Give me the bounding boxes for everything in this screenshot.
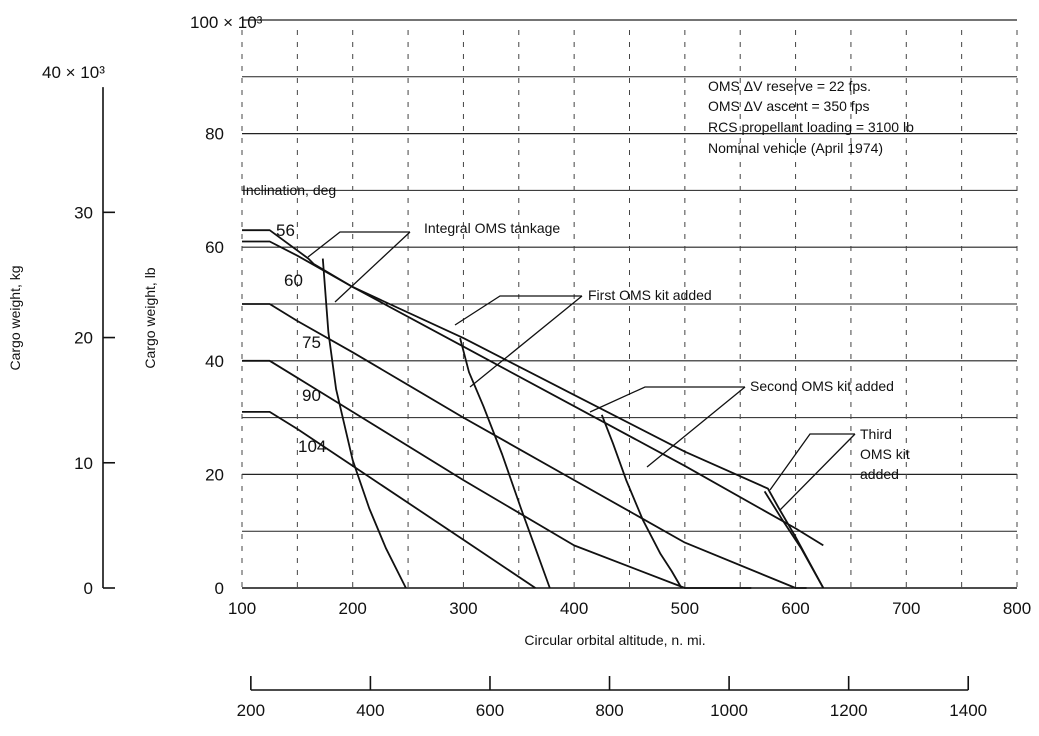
y-tick-label: 80	[205, 125, 224, 144]
series-line-1	[242, 240, 824, 547]
annotation-leader-line-1	[334, 231, 411, 303]
annotation-integral-oms: Integral OMS tankage	[424, 220, 560, 236]
annotation-leader-line-0	[307, 231, 410, 258]
y-secondary-axis-title: Cargo weight, kg	[7, 265, 23, 370]
series-label-60: 60	[284, 271, 303, 290]
series-line-2	[242, 303, 807, 589]
axis-layer: 100 200 300 400 500 600 700 8000204060800102030…	[74, 87, 1031, 720]
x-tick-label: 800	[1003, 599, 1031, 618]
annotation-leader-line-3	[469, 295, 583, 388]
y-secondary-tick-label: 0	[84, 579, 93, 598]
y-secondary-axis-top-label: 40 × 10³	[42, 63, 105, 82]
x-tick-label: 100	[228, 599, 256, 618]
x-tick-label: 600	[781, 599, 809, 618]
x-tick-label: 500	[671, 599, 699, 618]
y-tick-label: 60	[205, 238, 224, 257]
annotation-leader-line-5	[646, 386, 746, 468]
legend-title: Inclination, deg	[242, 182, 336, 198]
note-rcs-propellant: RCS propellant loading = 3100 lb	[708, 119, 914, 135]
x-secondary-tick-label: 200	[237, 701, 265, 720]
series-line-5	[321, 258, 407, 589]
x-secondary-tick-label: 1000	[710, 701, 748, 720]
grid-layer	[241, 19, 1018, 588]
annotation-leader-line-2	[454, 295, 582, 326]
series-label-75: 75	[302, 333, 321, 352]
annotation-leader-line-4	[589, 386, 745, 413]
x-tick-label: 300	[449, 599, 477, 618]
note-nominal-vehicle: Nominal vehicle (April 1974)	[708, 140, 883, 156]
note-oms-ascent: OMS ΔV ascent = 350 fps	[708, 98, 870, 114]
annotation-second-oms-kit: Second OMS kit added	[750, 378, 894, 394]
series-line-4	[242, 410, 536, 589]
x-secondary-tick-label: 400	[356, 701, 384, 720]
x-axis-title: Circular orbital altitude, n. mi.	[524, 632, 705, 648]
x-tick-label: 700	[892, 599, 920, 618]
x-tick-label: 400	[560, 599, 588, 618]
y-secondary-tick-label: 20	[74, 329, 93, 348]
y-secondary-tick-label: 30	[74, 203, 93, 222]
x-secondary-tick-label: 800	[595, 701, 623, 720]
note-oms-reserve: OMS ΔV reserve = 22 fps.	[708, 78, 871, 94]
series-line-7	[600, 414, 683, 589]
series-label-90: 90	[302, 386, 321, 405]
series-label-56: 56	[276, 221, 295, 240]
series-line-8	[763, 490, 825, 589]
annotation-leader-line-6	[769, 433, 855, 491]
annotation-oms-kit: OMS kit	[860, 446, 910, 462]
series-label-104: 104	[298, 437, 326, 456]
series-line-3	[242, 359, 752, 589]
y-axis-title: Cargo weight, lb	[142, 267, 158, 368]
annotation-leader-line-7	[779, 433, 856, 511]
x-tick-label: 200	[339, 599, 367, 618]
x-secondary-tick-label: 1400	[949, 701, 987, 720]
series-line-6	[459, 337, 551, 589]
y-tick-label: 20	[205, 465, 224, 484]
series-layer	[242, 229, 825, 589]
y-secondary-tick-label: 10	[74, 454, 93, 473]
y-tick-label: 0	[215, 579, 224, 598]
leader-layer	[307, 231, 856, 511]
annotation-first-oms-kit: First OMS kit added	[588, 287, 712, 303]
y-tick-label: 40	[205, 352, 224, 371]
annotation-third: Third	[860, 426, 892, 442]
series-line-0	[242, 229, 825, 589]
annotation-added: added	[860, 466, 899, 482]
y-axis-top-label: 100 × 10³	[190, 13, 263, 32]
label-layer: 100 × 10³ 40 × 10³ OMS ΔV reserve = 22 f…	[7, 13, 914, 648]
x-secondary-tick-label: 600	[476, 701, 504, 720]
x-secondary-tick-label: 1200	[830, 701, 868, 720]
